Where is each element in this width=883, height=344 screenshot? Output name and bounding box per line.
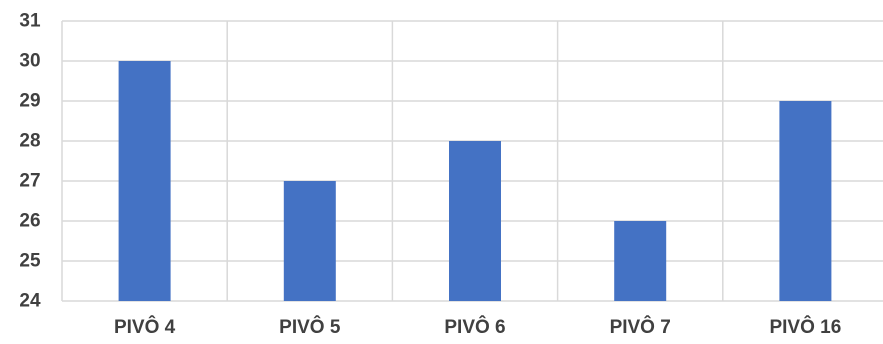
y-tick-label: 29 <box>19 91 40 112</box>
x-category-label: PIVÔ 5 <box>279 316 341 338</box>
bar-layer <box>118 61 832 301</box>
y-tick-label: 26 <box>19 211 40 232</box>
bar <box>283 181 336 301</box>
x-category-label: PIVÔ 16 <box>769 316 841 338</box>
y-tick-label: 30 <box>19 51 40 72</box>
x-axis-categories: PIVÔ 4 PIVÔ 5 PIVÔ 6 PIVÔ 7 PIVÔ 16 <box>114 316 841 338</box>
bar <box>118 61 171 301</box>
y-tick-label: 31 <box>19 11 41 32</box>
y-tick-label: 24 <box>19 291 41 312</box>
y-tick-label: 25 <box>19 251 41 272</box>
x-category-label: PIVÔ 6 <box>444 316 505 338</box>
bar <box>614 221 667 301</box>
x-category-label: PIVÔ 4 <box>114 316 176 338</box>
bar <box>779 101 832 301</box>
bar <box>449 141 501 301</box>
y-axis-ticks: 24 25 26 27 28 29 30 31 <box>19 11 41 312</box>
x-category-label: PIVÔ 7 <box>610 316 671 338</box>
y-tick-label: 27 <box>19 171 40 192</box>
y-tick-label: 28 <box>19 131 40 152</box>
